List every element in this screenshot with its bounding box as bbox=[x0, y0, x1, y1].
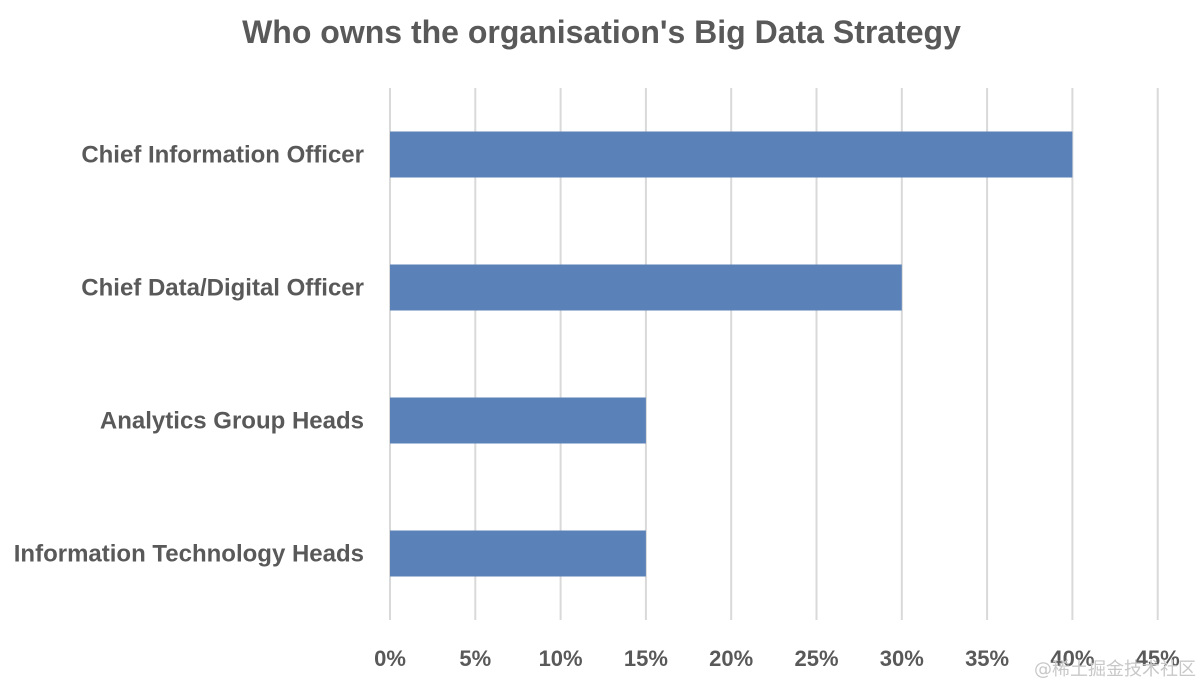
x-tick-label: 20% bbox=[709, 646, 753, 671]
chart-title: Who owns the organisation's Big Data Str… bbox=[242, 14, 961, 50]
x-tick-label: 15% bbox=[624, 646, 668, 671]
category-label: Analytics Group Heads bbox=[100, 408, 364, 435]
bar bbox=[390, 530, 646, 577]
x-tick-label: 5% bbox=[459, 646, 491, 671]
x-tick-label: 30% bbox=[880, 646, 924, 671]
x-tick-label: 35% bbox=[965, 646, 1009, 671]
watermark: @稀土掘金技术社区 bbox=[1034, 659, 1196, 680]
category-label: Chief Information Officer bbox=[81, 142, 364, 169]
x-tick-label: 25% bbox=[794, 646, 838, 671]
x-tick-label: 10% bbox=[539, 646, 583, 671]
bar bbox=[390, 264, 902, 311]
x-tick-label: 0% bbox=[374, 646, 406, 671]
bars bbox=[390, 131, 1073, 577]
category-labels: Chief Information Officer Chief Data/Digi… bbox=[14, 142, 364, 568]
category-label: Information Technology Heads bbox=[14, 541, 364, 568]
x-axis-tick-labels: 0% 5% 10% 15% 20% 25% 30% 35% 40% 45% bbox=[374, 646, 1180, 671]
x-tick-label: 45% bbox=[1136, 646, 1180, 671]
x-tick-label: 40% bbox=[1050, 646, 1094, 671]
category-label: Chief Data/Digital Officer bbox=[81, 275, 364, 302]
bar bbox=[390, 397, 646, 444]
bar bbox=[390, 131, 1073, 178]
